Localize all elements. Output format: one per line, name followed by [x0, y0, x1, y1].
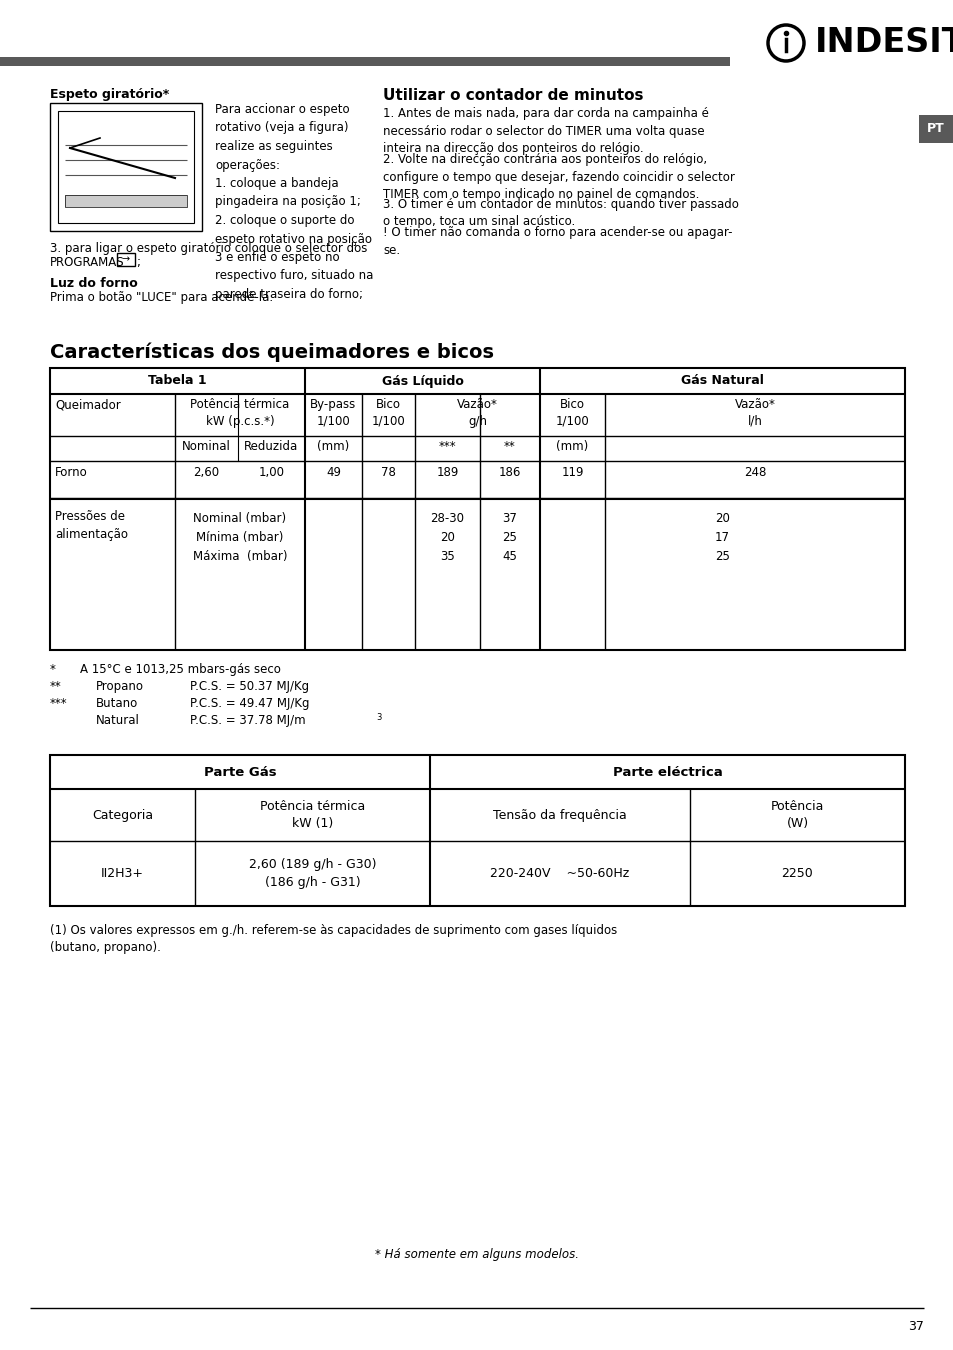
Text: 28-30: 28-30 [430, 512, 464, 525]
Text: ;: ; [136, 256, 140, 269]
Text: Espeto giratório*: Espeto giratório* [50, 88, 169, 101]
Text: Mínima (mbar): Mínima (mbar) [196, 531, 283, 544]
Text: Luz do forno: Luz do forno [50, 277, 137, 290]
Text: Bico
1/100: Bico 1/100 [372, 398, 405, 428]
Text: 3. para ligar o espeto giratório coloque o selector dos: 3. para ligar o espeto giratório coloque… [50, 242, 367, 255]
Text: II2H3+: II2H3+ [101, 867, 144, 880]
Text: 3: 3 [375, 713, 381, 722]
Text: 35: 35 [439, 549, 455, 563]
Text: 189: 189 [436, 466, 458, 479]
Text: 1,00: 1,00 [258, 466, 284, 479]
Text: **: ** [50, 680, 62, 693]
Text: Gás Natural: Gás Natural [680, 374, 763, 387]
Text: 248: 248 [743, 466, 765, 479]
Text: (mm): (mm) [317, 440, 349, 454]
Text: A 15°C e 1013,25 mbars-gás seco: A 15°C e 1013,25 mbars-gás seco [80, 663, 280, 676]
Text: 78: 78 [380, 466, 395, 479]
Text: Características dos queimadores e bicos: Características dos queimadores e bicos [50, 342, 494, 362]
Text: P.C.S. = 49.47 MJ/Kg: P.C.S. = 49.47 MJ/Kg [190, 697, 309, 710]
Text: 1. Antes de mais nada, para dar corda na campainha é
necessário rodar o selector: 1. Antes de mais nada, para dar corda na… [382, 107, 708, 155]
Text: 186: 186 [498, 466, 520, 479]
Text: 20: 20 [439, 531, 455, 544]
Text: 20: 20 [715, 512, 729, 525]
Text: * Há somente em alguns modelos.: * Há somente em alguns modelos. [375, 1247, 578, 1261]
Text: 37: 37 [502, 512, 517, 525]
Text: Para accionar o espeto
rotativo (veja a figura)
realize as seguintes
operações:
: Para accionar o espeto rotativo (veja a … [214, 103, 373, 301]
Text: (1) Os valores expressos em g./h. referem-se às capacidades de suprimento com ga: (1) Os valores expressos em g./h. refere… [50, 923, 617, 954]
Text: 37: 37 [907, 1320, 923, 1332]
Text: Prima o botão "LUCE" para acendê-la.: Prima o botão "LUCE" para acendê-la. [50, 292, 273, 304]
Text: 17: 17 [714, 531, 729, 544]
Text: 2,60: 2,60 [193, 466, 219, 479]
Text: Nominal (mbar): Nominal (mbar) [193, 512, 286, 525]
Text: Butano: Butano [96, 697, 138, 710]
Text: (mm): (mm) [556, 440, 588, 454]
Text: Tensão da frequência: Tensão da frequência [493, 809, 626, 822]
Text: Utilizar o contador de minutos: Utilizar o contador de minutos [382, 88, 643, 103]
Text: 119: 119 [560, 466, 583, 479]
Bar [50, 103, 202, 231]
Text: Queimador: Queimador [55, 398, 121, 410]
Text: Vazão*
l/h: Vazão* l/h [734, 398, 775, 428]
Text: 2. Volte na direcção contrária aos ponteiros do relógio,
configure o tempo que d: 2. Volte na direcção contrária aos ponte… [382, 153, 734, 201]
Text: 2,60 (189 g/h - G30)
(186 g/h - G31): 2,60 (189 g/h - G30) (186 g/h - G31) [249, 859, 375, 890]
Text: Natural: Natural [96, 714, 140, 728]
Bar [50, 755, 904, 906]
Text: Categoria: Categoria [91, 809, 152, 822]
Bar [65, 194, 187, 207]
Bar [65, 194, 187, 207]
Text: Bico
1/100: Bico 1/100 [555, 398, 589, 428]
Text: P.C.S. = 37.78 MJ/m: P.C.S. = 37.78 MJ/m [190, 714, 305, 728]
Text: 25: 25 [715, 549, 729, 563]
Text: ***: *** [438, 440, 456, 454]
Text: Parte Gás: Parte Gás [204, 765, 276, 779]
Bar [117, 252, 135, 266]
Text: Forno: Forno [55, 466, 88, 479]
Text: P.C.S. = 50.37 MJ/Kg: P.C.S. = 50.37 MJ/Kg [190, 680, 309, 693]
Text: *: * [50, 663, 56, 676]
Text: PT: PT [926, 123, 943, 135]
Text: ! O timer não comanda o forno para acender-se ou apagar-
se.: ! O timer não comanda o forno para acend… [382, 225, 732, 256]
Text: Reduzida: Reduzida [244, 440, 298, 454]
Text: INDESIT: INDESIT [814, 27, 953, 59]
Text: By-pass
1/100: By-pass 1/100 [310, 398, 356, 428]
Text: Pressões de
alimentação: Pressões de alimentação [55, 510, 128, 541]
Text: Vazão*
g/h: Vazão* g/h [456, 398, 497, 428]
Text: Propano: Propano [96, 680, 144, 693]
Text: **: ** [503, 440, 516, 454]
Text: Parte eléctrica: Parte eléctrica [612, 765, 721, 779]
Text: Potência térmica
kW (p.c.s.*): Potência térmica kW (p.c.s.*) [191, 398, 290, 428]
Text: Máxima  (mbar): Máxima (mbar) [193, 549, 287, 563]
Text: 2250: 2250 [781, 867, 813, 880]
Text: PROGRAMAS: PROGRAMAS [50, 256, 125, 269]
Text: 25: 25 [502, 531, 517, 544]
Text: Potência térmica
kW (1): Potência térmica kW (1) [259, 799, 365, 830]
Text: 3. O timer é um contador de minutos: quando tiver passado
o tempo, toca um sinal: 3. O timer é um contador de minutos: qua… [382, 198, 739, 228]
Text: Potência
(W): Potência (W) [770, 799, 823, 830]
Text: 220-240V    ~50-60Hz: 220-240V ~50-60Hz [490, 867, 629, 880]
Text: ***: *** [50, 697, 68, 710]
Text: →: → [122, 255, 130, 265]
Text: Gás Líquido: Gás Líquido [381, 374, 463, 387]
Text: 45: 45 [502, 549, 517, 563]
Bar [58, 111, 193, 223]
Bar [918, 115, 953, 143]
Text: 49: 49 [326, 466, 340, 479]
Text: Nominal: Nominal [182, 440, 231, 454]
Text: Tabela 1: Tabela 1 [148, 374, 207, 387]
Bar [50, 369, 904, 649]
Bar [0, 57, 729, 66]
